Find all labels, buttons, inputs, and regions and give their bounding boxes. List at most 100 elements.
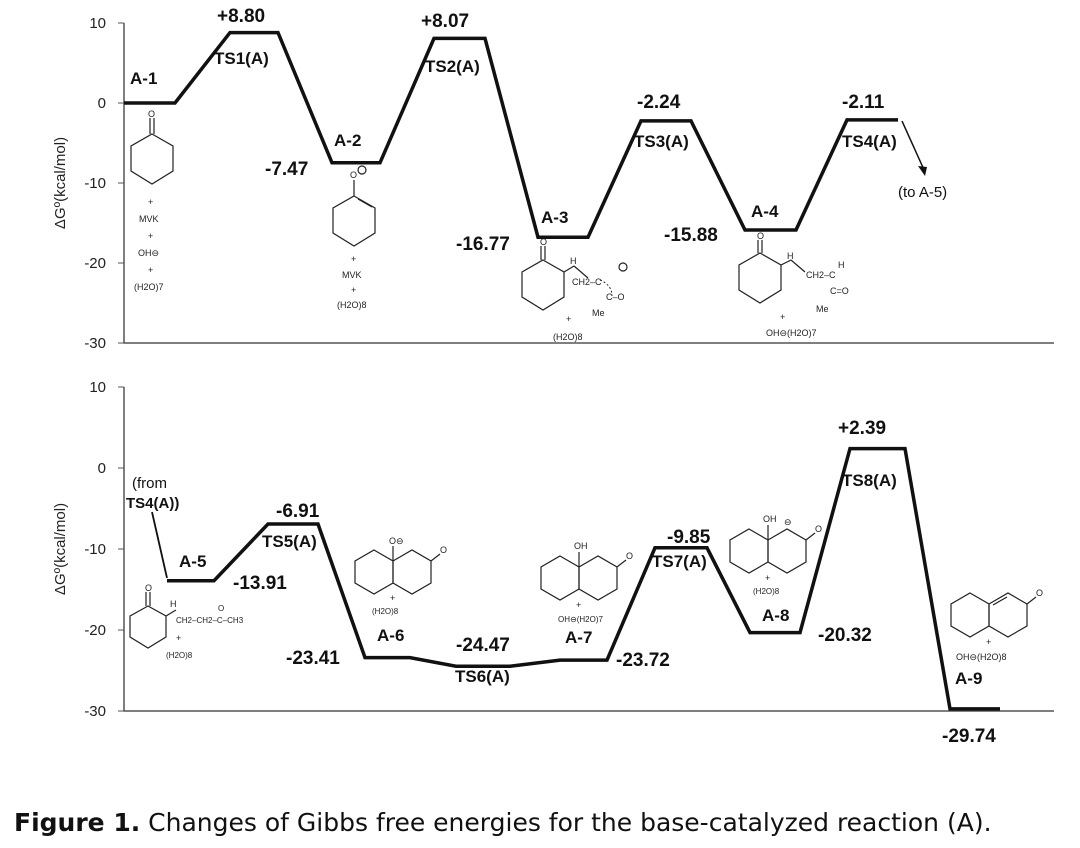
species-label: A-4 [751, 202, 779, 221]
svg-text:O: O [815, 524, 822, 534]
species-label: A-1 [130, 69, 157, 88]
svg-text:+: + [176, 633, 181, 643]
species-label: A-6 [377, 626, 404, 645]
top-panel: 10 0 -10 -20 -30 ΔGº(kcal/mol) A-1 TS1(A… [52, 6, 1054, 352]
svg-text:O: O [218, 604, 224, 613]
continuation-connector [151, 511, 168, 579]
tick-label: -20 [84, 255, 106, 272]
svg-text:OH: OH [763, 514, 777, 524]
energy-value-label: -20.32 [818, 625, 872, 646]
y-axis-label: ΔGº(kcal/mol) [52, 137, 69, 229]
continuation-note: TS4(A)) [126, 495, 179, 512]
species-label: TS2(A) [425, 57, 480, 76]
svg-text:OH: OH [574, 541, 588, 551]
svg-text:H: H [170, 599, 177, 609]
energy-value-label: -29.74 [942, 726, 996, 747]
tick-label: -10 [84, 175, 106, 192]
tick-label: 10 [89, 379, 106, 396]
continuation-note: (from [132, 475, 167, 492]
svg-text:OH⊖: OH⊖ [138, 248, 159, 258]
svg-text:(H2O)8: (H2O)8 [553, 332, 583, 342]
energy-profile-figure: 10 0 -10 -20 -30 ΔGº(kcal/mol) A-1 TS1(A… [52, 6, 1054, 747]
energy-value-label: -6.91 [276, 501, 320, 522]
energy-profile-line [124, 30, 898, 239]
species-label: A-3 [541, 208, 568, 227]
svg-text:C=O: C=O [830, 286, 849, 296]
energy-value-label: -16.77 [456, 234, 510, 255]
svg-text:+: + [566, 314, 571, 324]
y-axis-label: ΔGº(kcal/mol) [52, 503, 69, 595]
species-label: A-9 [955, 669, 982, 688]
species-label: A-8 [762, 606, 789, 625]
energy-value-label: -7.47 [265, 159, 308, 180]
svg-text:CH2–CH2–C–CH3: CH2–CH2–C–CH3 [176, 616, 244, 625]
tick-label: -20 [84, 622, 106, 639]
svg-text:O: O [350, 170, 357, 180]
svg-text:+: + [986, 637, 991, 647]
svg-text:MVK: MVK [342, 270, 362, 280]
energy-value-label: -13.91 [233, 573, 287, 594]
structure-a6: O O⊖ + (H2O)8 [354, 536, 447, 616]
structure-a9: O + OH⊖(H2O)8 [950, 588, 1043, 662]
svg-text:O: O [626, 551, 633, 561]
species-label: TS6(A) [455, 667, 510, 686]
species-label: A-7 [565, 628, 592, 647]
energy-value-label: +8.80 [217, 6, 265, 27]
structure-a8: O OH ⊖ + (H2O)8 [729, 514, 822, 596]
species-label: TS8(A) [842, 471, 897, 490]
svg-text:+: + [351, 285, 356, 295]
svg-text:CH2–C: CH2–C [806, 270, 836, 280]
species-label: A-2 [334, 131, 361, 150]
svg-text:OH⊖(H2O)8: OH⊖(H2O)8 [956, 652, 1007, 662]
species-label: TS1(A) [214, 49, 269, 68]
energy-value-label: -2.11 [842, 92, 885, 113]
species-label: TS5(A) [262, 532, 317, 551]
svg-text:O: O [757, 231, 764, 241]
bottom-y-ticks: 10 0 -10 -20 -30 [84, 379, 124, 720]
svg-text:+: + [351, 254, 356, 264]
svg-text:OH⊖(H2O)7: OH⊖(H2O)7 [766, 328, 817, 338]
svg-text:+: + [148, 231, 153, 241]
svg-text:(H2O)8: (H2O)8 [372, 607, 399, 616]
svg-text:+: + [780, 312, 785, 322]
energy-value-label: +2.39 [838, 418, 886, 439]
svg-text:Me: Me [816, 304, 829, 314]
svg-text:O: O [440, 545, 447, 555]
svg-text:C–O: C–O [606, 292, 625, 302]
tick-label: -30 [84, 703, 106, 720]
figure-caption: Figure 1. Changes of Gibbs free energies… [14, 808, 1074, 837]
structure-a1: O + MVK + OH⊖ + (H2O)7 [130, 109, 174, 292]
structure-a3: O H CH2–C C–O Me + (H2O)8 [521, 237, 628, 342]
caption-label: Figure 1. [14, 808, 141, 837]
tick-label: 10 [89, 15, 106, 32]
structure-a7: O OH + OH⊖(H2O)7 [540, 541, 633, 624]
energy-value-label: -23.41 [286, 648, 340, 669]
svg-text:O⊖: O⊖ [389, 536, 404, 546]
top-axis-frame [123, 23, 1054, 344]
svg-text:O: O [145, 583, 152, 593]
energy-value-label: -23.72 [616, 650, 670, 671]
species-label: A-5 [179, 552, 206, 571]
energy-value-label: -15.88 [664, 225, 718, 246]
structure-a5: O H O CH2–CH2–C–CH3 + (H2O)8 [129, 583, 244, 660]
tick-label: -10 [84, 541, 106, 558]
continuation-arrow [901, 120, 927, 176]
species-label: TS7(A) [652, 552, 707, 571]
svg-text:CH2–C: CH2–C [572, 277, 602, 287]
top-y-ticks: 10 0 -10 -20 -30 [84, 15, 124, 352]
svg-text:+: + [390, 593, 395, 603]
svg-text:O: O [1036, 588, 1043, 598]
svg-text:+: + [148, 265, 153, 275]
svg-text:Me: Me [592, 308, 605, 318]
energy-value-label: -24.47 [456, 635, 510, 656]
energy-profile-line [167, 446, 1000, 711]
continuation-note: (to A-5) [898, 184, 947, 201]
bottom-panel: 10 0 -10 -20 -30 ΔGº(kcal/mol) (from TS4… [52, 379, 1054, 747]
svg-text:MVK: MVK [139, 214, 159, 224]
species-label: TS4(A) [842, 132, 897, 151]
svg-text:H: H [838, 260, 845, 270]
tick-label: 0 [98, 460, 106, 477]
svg-text:H: H [570, 256, 577, 266]
species-label: TS3(A) [634, 132, 689, 151]
structure-a2: O + MVK + (H2O)8 [332, 165, 376, 310]
